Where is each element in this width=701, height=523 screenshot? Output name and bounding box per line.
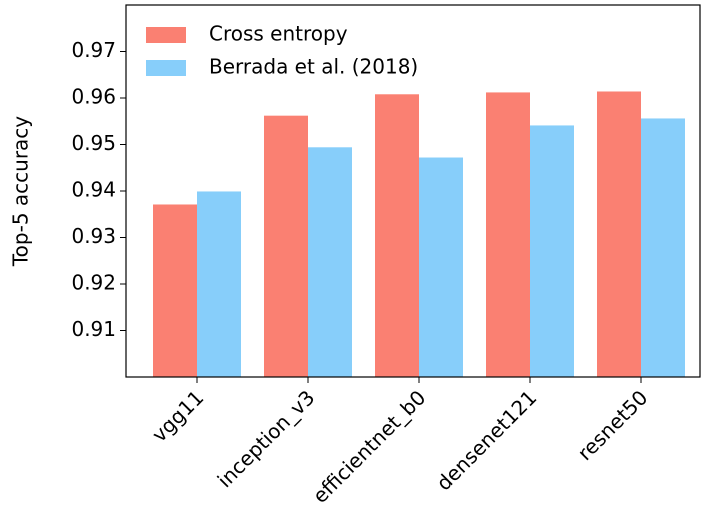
x-tick-label: vgg11: [147, 385, 208, 446]
y-tick-label: 0.97: [71, 38, 116, 62]
y-tick-label: 0.93: [71, 224, 116, 248]
legend-swatch: [146, 60, 186, 76]
bar: [153, 204, 197, 377]
bar: [375, 94, 419, 377]
y-axis-label: Top-5 accuracy: [9, 116, 33, 267]
legend-label: Cross entropy: [209, 22, 348, 46]
bar: [419, 157, 463, 377]
x-tick-label: densenet121: [432, 385, 542, 495]
bar: [641, 118, 685, 378]
legend-swatch: [146, 27, 186, 43]
plot-frame: [125, 4, 701, 378]
y-tick-label: 0.92: [71, 271, 116, 295]
y-tick-label: 0.95: [71, 131, 116, 155]
legend-label: Berrada et al. (2018): [209, 55, 418, 79]
bar: [197, 191, 241, 377]
bar: [530, 125, 574, 377]
bar: [597, 91, 641, 378]
bar: [308, 147, 352, 377]
bar: [486, 92, 530, 378]
x-tick-label: efficientnet_b0: [308, 385, 431, 508]
y-tick-label: 0.94: [71, 178, 116, 202]
y-tick-label: 0.96: [71, 85, 116, 109]
y-tick-label: 0.91: [71, 317, 116, 341]
bar: [264, 115, 308, 378]
x-tick-label: resnet50: [573, 385, 653, 465]
x-tick-label: inception_v3: [213, 385, 320, 492]
